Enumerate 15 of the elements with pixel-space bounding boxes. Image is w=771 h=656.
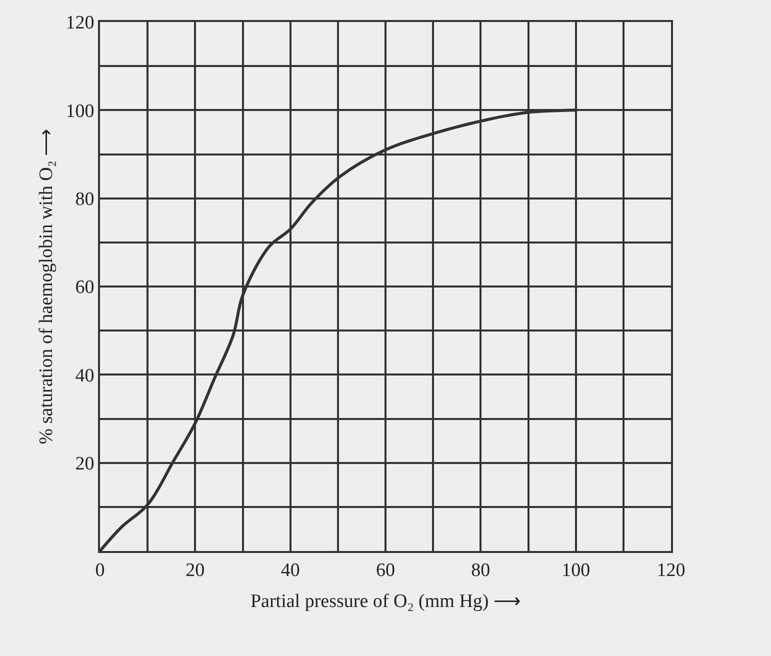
x-tick-label: 20 [186, 560, 205, 581]
y-tick-label: 120 [66, 12, 94, 34]
x-tick-label: 40 [280, 560, 300, 581]
y-tick-label: 60 [75, 277, 94, 298]
y-tick-label: 80 [75, 188, 94, 210]
x-tick-label: 100 [562, 560, 590, 581]
y-axis-title: % saturation of haemoglobin with O₂ ⟶ [36, 128, 58, 444]
y-tick-label: 40 [75, 365, 94, 386]
x-tick-label: 60 [376, 560, 395, 581]
y-tick-label: 20 [75, 453, 94, 474]
y-tick-label: 100 [66, 100, 94, 122]
x-axis-title: Partial pressure of O₂ (mm Hg) ⟶ [250, 591, 521, 612]
x-tick-label: 80 [471, 560, 490, 581]
x-tick-label: 120 [656, 560, 686, 581]
x-tick-label: 0 [95, 560, 105, 581]
